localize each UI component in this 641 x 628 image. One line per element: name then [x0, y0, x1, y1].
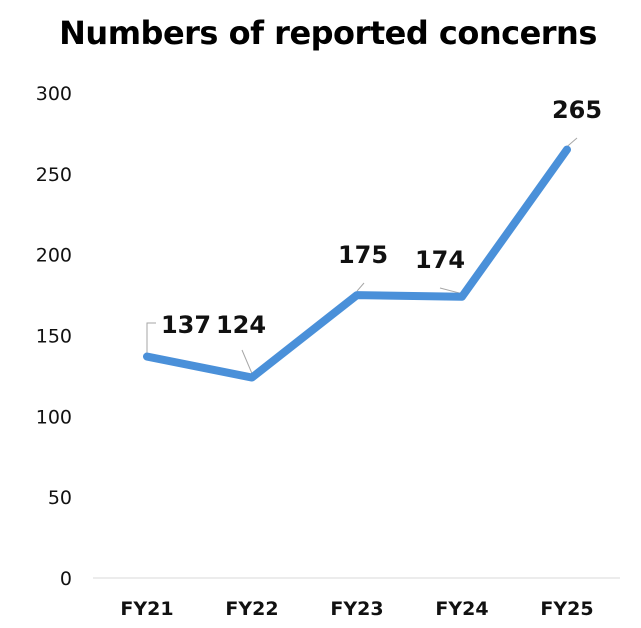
x-tick-label: FY23	[330, 598, 383, 620]
y-tick-label: 250	[36, 164, 72, 186]
data-label-leader-line	[356, 282, 365, 292]
y-tick-label: 150	[36, 326, 72, 348]
data-label-leader-line	[566, 137, 578, 147]
x-tick-label: FY21	[120, 598, 173, 620]
data-label: 265	[552, 96, 602, 124]
data-label: 175	[338, 241, 388, 269]
x-tick-label: FY25	[540, 598, 593, 620]
y-tick-label: 0	[60, 568, 72, 590]
data-label-leader-line	[241, 349, 253, 374]
data-label-leader-line	[146, 322, 156, 353]
series-line	[143, 145, 571, 382]
x-tick-label: FY24	[435, 598, 488, 620]
data-label: 124	[216, 311, 266, 339]
chart-title: Numbers of reported concerns	[59, 14, 597, 52]
y-tick-label: 200	[36, 245, 72, 267]
y-tick-label: 50	[48, 487, 72, 509]
y-tick-label: 100	[36, 406, 72, 428]
y-tick-label: 300	[36, 83, 72, 105]
x-tick-label: FY22	[225, 598, 278, 620]
data-label: 174	[415, 246, 465, 274]
data-label: 137	[161, 311, 211, 339]
